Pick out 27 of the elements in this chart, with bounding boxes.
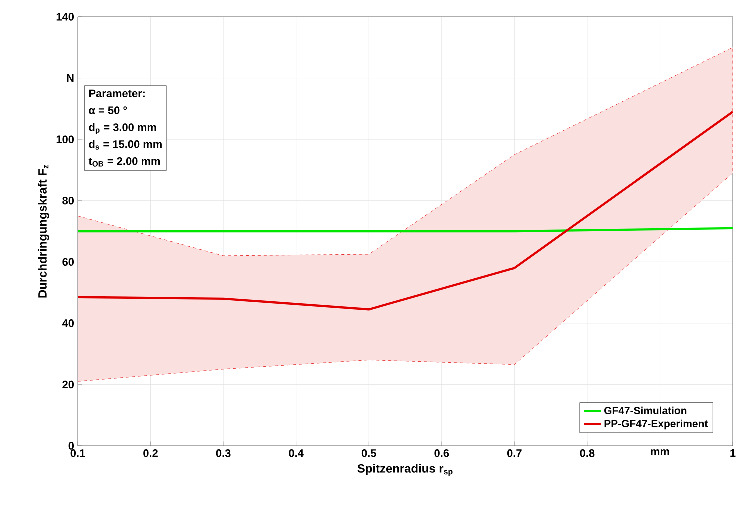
x-tick-label: 0.3: [216, 450, 231, 458]
x-tick-label: 0.2: [144, 450, 158, 458]
y-tick-label: N: [67, 74, 74, 82]
y-tick-label: 20: [62, 380, 74, 389]
y-tick-label: 40: [62, 320, 74, 328]
annotation: Parameter:: [89, 90, 145, 98]
annotation: d$_{s}$ = 15.00 mm: [89, 140, 162, 150]
x-tick-label: 1: [730, 450, 736, 458]
x-axis-title: Spitzenradius r$_{sp}$: [358, 464, 453, 476]
x-tick-label: mm: [651, 450, 670, 456]
x-tick-label: 0.6: [434, 450, 450, 458]
y-axis-title: Durchdringungskraft F$_{z}$: [38, 165, 50, 298]
x-tick-label: 0.7: [507, 450, 522, 458]
y-tick-label: 0: [68, 442, 74, 450]
legend-label: PP-GF47-Experiment: [604, 420, 708, 430]
x-tick-label: 0.5: [362, 450, 376, 458]
y-tick-label: 60: [62, 258, 74, 266]
x-tick-label: 0.8: [580, 450, 595, 458]
annotation: d$_{p}$ = 3.00 mm: [89, 123, 156, 134]
legend-label: GF47-Simulation: [604, 406, 687, 414]
y-tick-label: 140: [56, 13, 74, 21]
x-tick-label: 0.1: [70, 450, 86, 458]
annotation: t$_{OB}$ = 2.00 mm: [88, 157, 160, 167]
x-tick-label: 0.4: [289, 450, 304, 458]
y-tick-label: 100: [56, 136, 74, 144]
y-tick-label: 80: [62, 196, 74, 205]
annotation: α = 50 °: [89, 106, 128, 114]
